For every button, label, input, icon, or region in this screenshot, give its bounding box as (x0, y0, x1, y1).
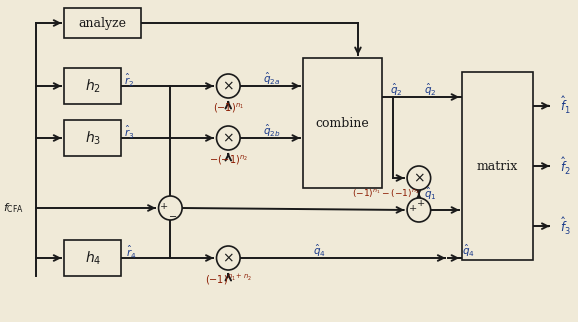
Text: +: + (160, 202, 169, 211)
Bar (64, 240, 121, 276)
Text: $\hat{q}_1$: $\hat{q}_1$ (424, 186, 437, 202)
Bar (303, 58, 381, 188)
Text: $\hat{q}_4$: $\hat{q}_4$ (313, 243, 326, 259)
Bar (64, 120, 121, 156)
Bar (64, 8, 141, 38)
Circle shape (407, 166, 431, 190)
Text: $\hat{f}_1$: $\hat{f}_1$ (560, 95, 571, 116)
Text: $\times$: $\times$ (223, 131, 234, 145)
Text: $\hat{q}_{2b}$: $\hat{q}_{2b}$ (263, 123, 280, 139)
Text: $h_2$: $h_2$ (85, 77, 101, 95)
Text: $(-1)^{n_1}$: $(-1)^{n_1}$ (213, 101, 244, 115)
Circle shape (217, 126, 240, 150)
Text: $f_{\mathrm{CFA}}$: $f_{\mathrm{CFA}}$ (3, 201, 24, 215)
Text: $\hat{q}_2$: $\hat{q}_2$ (390, 82, 402, 98)
Text: $\hat{r}_4$: $\hat{r}_4$ (126, 243, 136, 260)
Text: $\hat{q}_2$: $\hat{q}_2$ (424, 82, 437, 98)
Circle shape (407, 198, 431, 222)
Text: $-(-1)^{n_2}$: $-(-1)^{n_2}$ (209, 153, 248, 167)
Text: matrix: matrix (477, 159, 518, 173)
Text: $(-1)^{n_1+n_2}$: $(-1)^{n_1+n_2}$ (205, 273, 252, 287)
Text: $\hat{r}_3$: $\hat{r}_3$ (124, 123, 134, 140)
Circle shape (158, 196, 182, 220)
Text: $h_4$: $h_4$ (84, 249, 101, 267)
Circle shape (217, 246, 240, 270)
Text: $\hat{f}_2$: $\hat{f}_2$ (560, 156, 571, 176)
Text: combine: combine (316, 117, 369, 129)
Text: $\times$: $\times$ (223, 251, 234, 265)
Text: $-$: $-$ (168, 211, 177, 220)
Bar (462, 72, 533, 260)
Text: +: + (409, 204, 417, 213)
Text: $\times$: $\times$ (413, 171, 425, 185)
Text: $\hat{q}_{2a}$: $\hat{q}_{2a}$ (263, 71, 280, 87)
Circle shape (217, 74, 240, 98)
Text: $\times$: $\times$ (223, 79, 234, 93)
Text: analyze: analyze (79, 16, 127, 30)
Text: $\hat{q}_4$: $\hat{q}_4$ (462, 243, 475, 259)
Text: $(-1)^{n_1}-(-1)^{n_2}$: $(-1)^{n_1}-(-1)^{n_2}$ (352, 187, 419, 199)
Text: +: + (417, 198, 425, 207)
Bar (64, 68, 121, 104)
Text: $h_3$: $h_3$ (84, 129, 101, 147)
Text: $\hat{f}_3$: $\hat{f}_3$ (560, 216, 571, 237)
Text: $\hat{r}_2$: $\hat{r}_2$ (124, 71, 134, 89)
